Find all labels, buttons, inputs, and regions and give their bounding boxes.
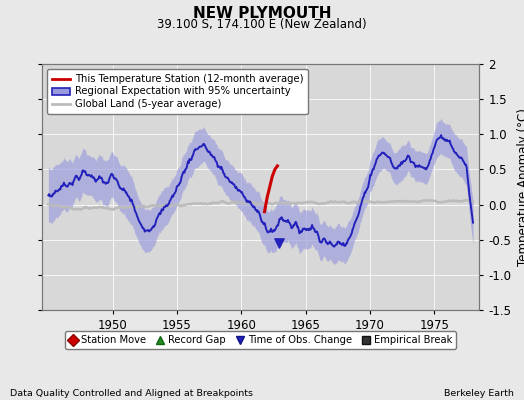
Text: Data Quality Controlled and Aligned at Breakpoints: Data Quality Controlled and Aligned at B… <box>10 389 254 398</box>
Text: Berkeley Earth: Berkeley Earth <box>444 389 514 398</box>
Point <box>275 240 283 246</box>
Legend: This Temperature Station (12-month average), Regional Expectation with 95% uncer: This Temperature Station (12-month avera… <box>47 69 309 114</box>
Text: 39.100 S, 174.100 E (New Zealand): 39.100 S, 174.100 E (New Zealand) <box>157 18 367 31</box>
Text: NEW PLYMOUTH: NEW PLYMOUTH <box>193 6 331 21</box>
Legend: Station Move, Record Gap, Time of Obs. Change, Empirical Break: Station Move, Record Gap, Time of Obs. C… <box>65 331 456 349</box>
Y-axis label: Temperature Anomaly (°C): Temperature Anomaly (°C) <box>517 108 524 266</box>
